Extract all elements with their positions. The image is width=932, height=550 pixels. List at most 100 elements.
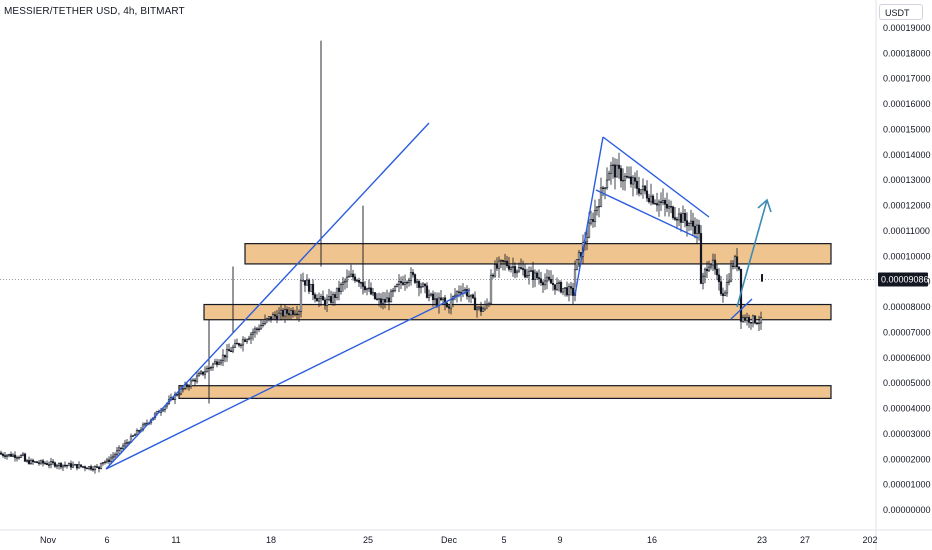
candle-body xyxy=(715,268,719,276)
candle-body xyxy=(679,213,683,223)
candle-body xyxy=(649,195,653,203)
candle-body xyxy=(433,298,437,301)
candle-body xyxy=(561,288,565,293)
candle-body xyxy=(7,453,11,456)
candle-body xyxy=(239,344,243,347)
candle-body xyxy=(657,201,661,206)
candle-body xyxy=(637,188,641,194)
candle-body xyxy=(263,319,267,325)
candle-body xyxy=(185,384,189,387)
candle-body xyxy=(397,281,401,285)
candle-body xyxy=(741,317,745,322)
candle-body xyxy=(429,293,433,296)
y-tick-label: 0.00008000 xyxy=(883,302,931,312)
candle-body xyxy=(401,282,405,285)
candle-body xyxy=(313,294,317,299)
candle-body xyxy=(53,462,57,467)
candle-body xyxy=(17,456,21,459)
candle-body xyxy=(659,201,663,203)
candle-body xyxy=(253,328,257,333)
candle-body xyxy=(63,464,67,467)
x-tick-label: 6 xyxy=(104,535,109,545)
candle-body xyxy=(227,349,231,352)
candle-body xyxy=(309,284,313,292)
candle-body xyxy=(249,333,253,339)
trendline xyxy=(602,136,710,218)
x-tick-label: 202 xyxy=(862,535,877,545)
candle-body xyxy=(435,298,439,306)
candle-body xyxy=(417,281,421,288)
candle-body xyxy=(755,322,759,325)
candle-body xyxy=(753,315,757,324)
last-price-badge xyxy=(878,272,928,287)
y-tick-label: 0.00004000 xyxy=(883,404,931,414)
candle-body xyxy=(225,349,229,358)
candle-body xyxy=(681,213,685,223)
x-tick-label: Nov xyxy=(40,535,57,545)
candle-body xyxy=(485,303,489,306)
candle-body xyxy=(177,393,181,396)
candle-body xyxy=(615,164,619,178)
candle-body xyxy=(591,219,595,222)
candle-body xyxy=(477,306,481,309)
candle-body xyxy=(333,294,337,298)
candle-body xyxy=(513,266,517,274)
candle-body xyxy=(455,291,459,296)
candle-body xyxy=(521,268,525,270)
candle-body xyxy=(393,286,397,291)
candle-body xyxy=(501,260,505,262)
candle-body xyxy=(575,259,579,271)
candle-body xyxy=(709,264,713,268)
candle-body xyxy=(299,280,303,312)
candle-body xyxy=(565,287,569,296)
candle-body xyxy=(265,318,269,321)
candle-body xyxy=(621,179,625,182)
candle-body xyxy=(193,379,197,382)
candle-body xyxy=(571,287,575,296)
candle-body xyxy=(205,368,209,373)
candle-body xyxy=(289,310,293,316)
candle-body xyxy=(407,280,411,283)
candle-body xyxy=(745,317,749,321)
candle-body xyxy=(85,467,89,470)
candle-body xyxy=(495,264,499,269)
candle-body xyxy=(609,165,613,174)
candle-body xyxy=(217,362,221,365)
candle-body xyxy=(13,454,17,458)
candle-body xyxy=(539,278,543,284)
candle-body xyxy=(161,409,165,412)
candle-body xyxy=(321,296,325,301)
last-price-label: 0.00009086 xyxy=(881,275,929,285)
candle-body xyxy=(89,466,93,470)
candle-body xyxy=(295,313,299,316)
candle-body xyxy=(669,206,673,208)
y-tick-label: 0.00005000 xyxy=(883,378,931,388)
candle-body xyxy=(647,197,651,203)
candle-body xyxy=(27,460,31,465)
candle-body xyxy=(529,270,533,272)
candle-body xyxy=(585,236,589,243)
candle-body xyxy=(339,283,343,292)
x-tick-label: 16 xyxy=(647,535,657,545)
candle-body xyxy=(725,281,729,294)
y-tick-label: 0.00002000 xyxy=(883,454,931,464)
candle-body xyxy=(79,464,83,467)
candle-body xyxy=(259,325,263,330)
candle-body xyxy=(319,296,323,299)
candle-body xyxy=(331,294,335,303)
candle-body xyxy=(187,385,191,388)
candle-body xyxy=(653,203,657,205)
trendline xyxy=(105,289,471,470)
candle-body xyxy=(247,337,251,340)
candle-body xyxy=(223,354,227,358)
candle-body xyxy=(413,274,417,283)
currency-button[interactable]: USDT xyxy=(879,4,923,20)
candle-body xyxy=(425,285,429,298)
candle-body xyxy=(251,331,255,335)
candle-body xyxy=(531,270,535,280)
candle-body xyxy=(661,200,665,203)
candle-body xyxy=(213,361,217,365)
candle-body xyxy=(29,459,33,465)
candle-body xyxy=(605,179,609,189)
